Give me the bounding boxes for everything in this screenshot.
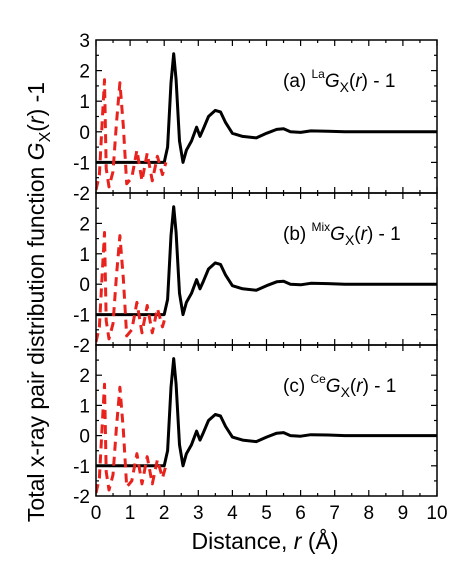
panel-label-G: G bbox=[330, 224, 345, 245]
x-tick-label: 2 bbox=[159, 503, 170, 524]
y-tick-label: -2 bbox=[73, 487, 90, 508]
panel-label-prefix: (a) bbox=[283, 71, 312, 92]
panel-label-suffix: ) - 1 bbox=[363, 376, 397, 397]
panel-b: 2 1 0 -1 -2 (b) MixGX(r) - 1 bbox=[73, 192, 438, 357]
panel-label-var: r bbox=[356, 376, 363, 397]
y-axis-title: Total x-ray pair distribution function G… bbox=[23, 82, 54, 522]
panel-label-sub: X bbox=[340, 79, 350, 95]
panel-label-paren: ( bbox=[349, 71, 356, 92]
panel-frame bbox=[95, 344, 438, 497]
series-dashed-line bbox=[96, 78, 168, 191]
y-tick-label: 0 bbox=[79, 275, 90, 296]
series-solid-line bbox=[96, 205, 437, 317]
panel-c: 2 1 0 -1 -2 (c) CeGX(r) - 1 bbox=[73, 344, 438, 508]
y-tick-label: -1 bbox=[73, 153, 90, 174]
y-tick-label: -2 bbox=[73, 336, 90, 357]
panel-label: (a) LaGX(r) - 1 bbox=[283, 67, 395, 95]
y-axis-title-close: ) -1 bbox=[23, 82, 49, 117]
x-tick-label: 7 bbox=[329, 503, 340, 524]
panel-label-prefix: (c) bbox=[283, 376, 310, 397]
y-axis-title-paren: ( bbox=[23, 124, 49, 132]
series-solid-line bbox=[96, 52, 437, 164]
panel-label-suffix: ) - 1 bbox=[362, 71, 396, 92]
x-tick-label: 3 bbox=[193, 503, 204, 524]
x-axis-title-var: r bbox=[294, 528, 303, 554]
x-tick-label: 1 bbox=[125, 503, 136, 524]
panel-label-sub: X bbox=[345, 232, 355, 248]
y-axis-title-g: G bbox=[23, 142, 49, 160]
panel-frame bbox=[95, 192, 438, 346]
y-tick-label: 1 bbox=[79, 245, 90, 266]
y-tick-label: -1 bbox=[73, 306, 90, 327]
panel-label-G: G bbox=[325, 71, 340, 92]
panel-label-sub: X bbox=[341, 384, 351, 400]
y-axis-title-sub: X bbox=[37, 131, 54, 142]
panel-label-paren: ( bbox=[350, 376, 357, 397]
panel-label-prefix: (b) bbox=[283, 224, 312, 245]
y-tick-label: 1 bbox=[79, 92, 90, 113]
panel-a: 3 2 1 0 -1 -2 (a) LaGX(r) - 1 bbox=[73, 31, 438, 205]
y-tick-label: 0 bbox=[79, 123, 90, 144]
panel-label-G: G bbox=[326, 376, 341, 397]
y-tick-label: -1 bbox=[73, 457, 90, 478]
series-solid-line bbox=[96, 357, 437, 468]
y-tick-label: 0 bbox=[79, 427, 90, 448]
panel-label-var: r bbox=[355, 71, 362, 92]
x-axis-title-text: Distance, bbox=[192, 528, 294, 554]
x-tick-label: 8 bbox=[364, 503, 375, 524]
panel-label: (c) CeGX(r) - 1 bbox=[283, 372, 396, 400]
x-axis-title: Distance, r (Å) bbox=[192, 527, 339, 554]
panel-label-sup: Ce bbox=[310, 372, 326, 386]
y-axis-title-var: r bbox=[23, 115, 49, 124]
y-tick-label: 2 bbox=[79, 62, 90, 83]
series-dashed-line bbox=[96, 231, 168, 343]
x-axis-title-unit: (Å) bbox=[301, 527, 338, 554]
panel-label-suffix: ) - 1 bbox=[367, 224, 401, 245]
panel-label-var: r bbox=[361, 224, 368, 245]
x-tick-label: 5 bbox=[261, 503, 272, 524]
y-tick-label: -2 bbox=[73, 184, 90, 205]
x-tick-label: 9 bbox=[398, 503, 409, 524]
x-tick-label: 6 bbox=[295, 503, 306, 524]
series-dashed-line bbox=[96, 382, 168, 494]
y-tick-label: 2 bbox=[79, 366, 90, 387]
panel-label: (b) MixGX(r) - 1 bbox=[283, 220, 401, 248]
x-tick-label: 4 bbox=[227, 503, 238, 524]
panel-label-paren: ( bbox=[354, 224, 361, 245]
panel-label-sup: La bbox=[312, 67, 326, 81]
y-tick-label: 1 bbox=[79, 396, 90, 417]
panel-label-sup: Mix bbox=[312, 220, 331, 234]
y-tick-label: 3 bbox=[79, 31, 90, 52]
panel-frame bbox=[95, 39, 438, 194]
x-tick-label: 0 bbox=[91, 503, 102, 524]
y-tick-label: 2 bbox=[79, 214, 90, 235]
x-tick-label: 10 bbox=[426, 503, 447, 524]
y-axis-title-text: Total x-ray pair distribution function bbox=[23, 160, 49, 522]
